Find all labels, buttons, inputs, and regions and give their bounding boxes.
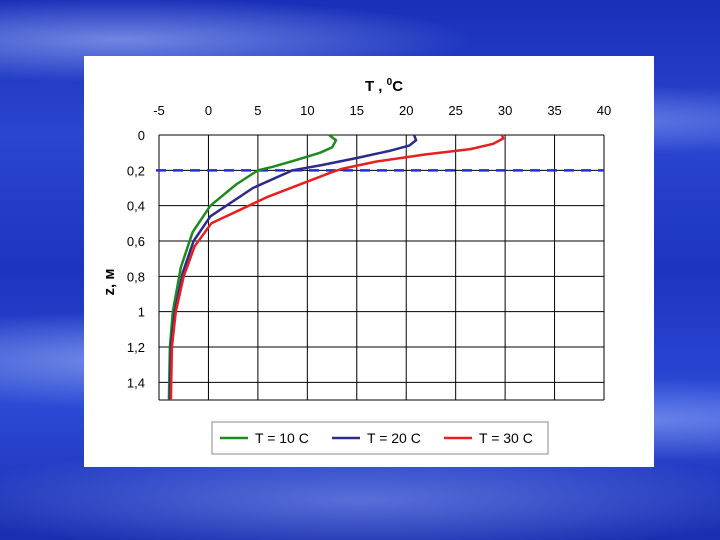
- chart-panel: T , 0C z, м -5 0 5 10 15 20 25 30 35 40 0 0,2 0,4 0,…: [84, 56, 654, 467]
- x-axis-title: T , 0C: [365, 77, 403, 95]
- x-tick-label: -5: [153, 103, 165, 118]
- y-tick-label: 0,8: [127, 269, 145, 284]
- legend-label: T = 30 C: [479, 430, 533, 446]
- series-line: [169, 134, 505, 401]
- x-tick-label: 0: [205, 103, 212, 118]
- y-tick-labels: 0 0,2 0,4 0,6 0,8 1 1,2 1,4: [127, 128, 145, 390]
- y-axis-title: z, м: [101, 269, 118, 296]
- series-line: [168, 134, 418, 401]
- y-tick-label: 0,6: [127, 234, 145, 249]
- legend: T = 10 C T = 20 C T = 30 C: [211, 421, 549, 455]
- y-tick-label: 1,4: [127, 375, 145, 390]
- x-tick-label: 10: [300, 103, 314, 118]
- x-axis-title-unit: C: [392, 78, 403, 95]
- plot-grid: [158, 134, 605, 401]
- x-axis-title-main: T ,: [365, 78, 387, 95]
- x-tick-label: 5: [254, 103, 261, 118]
- legend-box: [211, 421, 549, 455]
- x-tick-label: 40: [597, 103, 611, 118]
- x-tick-label: 25: [448, 103, 462, 118]
- temperature-depth-chart: T , 0C z, м -5 0 5 10 15 20 25 30 35 40 00,20,40,…: [101, 77, 611, 455]
- y-tick-label: 0,4: [127, 199, 145, 214]
- series-group: [167, 134, 505, 401]
- x-tick-label: 15: [350, 103, 364, 118]
- legend-label: T = 20 C: [367, 430, 421, 446]
- y-tick-label: 0: [138, 128, 145, 143]
- x-axis-title-sup: 0: [387, 77, 393, 88]
- legend-label: T = 10 C: [255, 430, 309, 446]
- y-tick-label: 0,2: [127, 163, 145, 178]
- x-tick-label: 30: [498, 103, 512, 118]
- y-tick-label: 1,2: [127, 340, 145, 355]
- x-tick-label: 20: [399, 103, 413, 118]
- series-line: [167, 134, 338, 401]
- x-tick-labels: -5 0 5 10 15 20 25 30 35 40: [153, 103, 611, 118]
- y-tick-label: 1: [138, 305, 145, 320]
- x-tick-label: 35: [547, 103, 561, 118]
